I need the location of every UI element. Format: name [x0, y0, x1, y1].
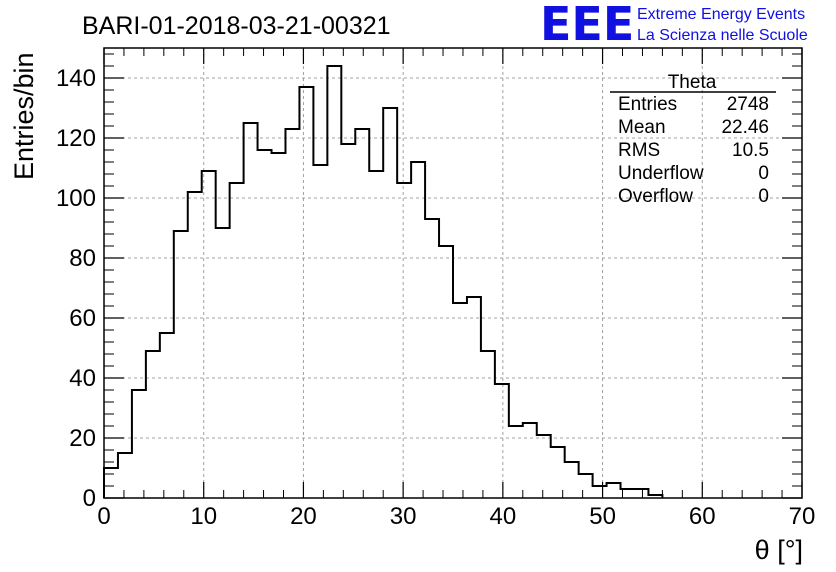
- x-tick-label: 60: [689, 503, 716, 530]
- x-tick-label: 20: [290, 503, 317, 530]
- stats-value-rms: 10.5: [732, 140, 769, 161]
- x-tick-labels: 0 10 20 30 40 50 60 70: [97, 503, 815, 530]
- histogram-bin: [369, 171, 383, 498]
- x-tick-label: 30: [390, 503, 417, 530]
- y-tick-label: 40: [69, 365, 96, 392]
- x-tick-label: 0: [97, 503, 110, 530]
- histogram-bin: [299, 87, 313, 498]
- histogram-bin: [118, 453, 132, 498]
- x-tick-label: 50: [589, 503, 616, 530]
- eee-logo: EEE Extreme Energy Events La Scienza nel…: [540, 0, 808, 51]
- x-axis-label: θ [°]: [755, 535, 803, 565]
- stats-value-underflow: 0: [758, 163, 769, 184]
- stats-label-underflow: Underflow: [618, 163, 704, 184]
- histogram-bin: [481, 351, 495, 498]
- histogram-bin: [160, 333, 174, 498]
- histogram-bin: [313, 165, 327, 498]
- histogram-bin: [453, 303, 467, 498]
- logo-line-1: Extreme Energy Events: [637, 6, 805, 23]
- stats-label-rms: RMS: [618, 140, 660, 161]
- histogram-bin: [174, 231, 188, 498]
- histogram-bin: [188, 192, 202, 498]
- histogram-bin: [104, 468, 118, 498]
- histogram-bin: [327, 66, 341, 498]
- x-tick-label: 40: [490, 503, 517, 530]
- histogram-bin: [258, 150, 272, 498]
- plot-frame: [103, 47, 803, 499]
- y-tick-label: 20: [69, 425, 96, 452]
- stats-title: Theta: [668, 72, 717, 93]
- stats-box: Theta Entries 2748 Mean 22.46 RMS 10.5 U…: [610, 72, 776, 207]
- histogram-bin: [216, 228, 230, 498]
- histogram-bin: [272, 153, 286, 498]
- stats-value-overflow: 0: [758, 186, 769, 207]
- chart-title: BARI-01-2018-03-21-00321: [82, 12, 391, 40]
- histogram-bin: [383, 108, 397, 498]
- y-tick-label: 120: [56, 125, 96, 152]
- histogram-bin: [634, 489, 648, 498]
- y-tick-label: 0: [83, 485, 96, 512]
- histogram-bin: [397, 183, 411, 498]
- histogram-bin: [285, 129, 299, 498]
- histogram-bin: [593, 486, 607, 498]
- histogram-bin: [146, 351, 160, 498]
- x-tick-label: 70: [789, 503, 816, 530]
- axis-ticks: [103, 48, 803, 499]
- histogram-bin: [425, 219, 439, 498]
- histogram-bin: [439, 246, 453, 498]
- histogram-bin: [523, 423, 537, 498]
- y-tick-label: 100: [56, 185, 96, 212]
- logo-mark: EEE: [540, 0, 634, 51]
- histogram-outline: [103, 65, 664, 498]
- histogram-bin: [579, 474, 593, 498]
- histogram-bin: [607, 483, 621, 498]
- stats-value-mean: 22.46: [721, 117, 769, 138]
- y-tick-label: 60: [69, 305, 96, 332]
- y-tick-label: 140: [56, 65, 96, 92]
- histogram-bin: [355, 129, 369, 498]
- histogram-bin: [537, 435, 551, 498]
- x-tick-label: 10: [190, 503, 217, 530]
- histogram-bin: [411, 162, 425, 498]
- histogram-bin: [230, 183, 244, 498]
- histogram-bin: [467, 297, 481, 498]
- y-tick-labels: 0 20 40 60 80 100 120 140: [56, 65, 96, 512]
- histogram-bin: [509, 426, 523, 498]
- histogram-bin: [495, 384, 509, 498]
- histogram-bin: [244, 123, 258, 498]
- stats-label-mean: Mean: [618, 117, 666, 138]
- y-tick-label: 80: [69, 245, 96, 272]
- y-axis-label: Entries/bin: [9, 52, 39, 180]
- stats-label-entries: Entries: [618, 94, 677, 115]
- stats-value-entries: 2748: [727, 94, 769, 115]
- histogram-bin: [341, 144, 355, 498]
- logo-line-2: La Scienza nelle Scuole: [637, 27, 808, 44]
- histogram-bin: [132, 390, 146, 498]
- histogram-bin: [565, 462, 579, 498]
- stats-label-overflow: Overflow: [618, 186, 693, 207]
- histogram-bin: [202, 171, 216, 498]
